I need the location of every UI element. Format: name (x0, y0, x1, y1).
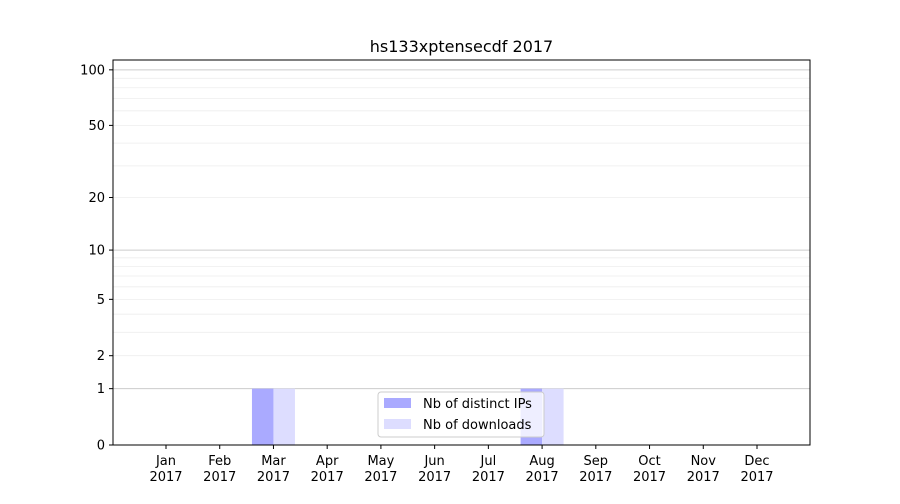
chart-title: hs133xptensecdf 2017 (370, 37, 553, 56)
legend: Nb of distinct IPs Nb of downloads (377, 391, 545, 438)
x-tick-label: May (367, 454, 394, 469)
bar-downloads (273, 388, 295, 445)
legend-swatch (384, 398, 411, 408)
bar-distinct-ips (251, 388, 274, 445)
x-tick-label: Dec (744, 454, 769, 469)
x-tick-label: Aug (529, 454, 554, 469)
x-tick-label: 2017 (472, 470, 505, 485)
x-tick-label: Jul (480, 454, 497, 469)
y-tick-label: 100 (80, 63, 105, 78)
bar-downloads (542, 388, 564, 445)
x-tick-label: 2017 (203, 470, 236, 485)
x-tick-label: 2017 (687, 470, 720, 485)
y-tick-label: 5 (97, 293, 105, 308)
x-tick-label: 2017 (633, 470, 666, 485)
x-tick-label: 2017 (526, 470, 559, 485)
x-tick-label: Feb (208, 454, 231, 469)
x-tick-label: 2017 (579, 470, 612, 485)
y-tick-label: 20 (88, 191, 105, 206)
legend-label: Nb of distinct IPs (423, 397, 532, 412)
legend-swatch (384, 419, 411, 429)
x-tick-label: Mar (261, 454, 286, 469)
y-tick-label: 50 (88, 119, 105, 134)
x-tick-label: Oct (638, 454, 660, 469)
y-tick-label: 1 (97, 382, 105, 397)
x-tick-label: 2017 (740, 470, 773, 485)
x-tick-label: 2017 (149, 470, 182, 485)
legend-label: Nb of downloads (423, 418, 532, 433)
legend-box (377, 391, 545, 438)
x-tick-label: Jun (423, 454, 444, 469)
y-tick-label: 2 (97, 349, 105, 364)
x-tick-label: 2017 (364, 470, 397, 485)
y-tick-label: 0 (97, 439, 105, 454)
x-tick-label: Nov (691, 454, 717, 469)
x-tick-label: 2017 (418, 470, 451, 485)
x-tick-label: Apr (316, 454, 339, 469)
axes-frame (112, 59, 811, 446)
x-tick-label: 2017 (257, 470, 290, 485)
x-tick-label: Jan (155, 454, 176, 469)
y-tick-label: 10 (88, 244, 105, 259)
x-tick-label: Sep (584, 454, 609, 469)
x-tick-label: 2017 (311, 470, 344, 485)
